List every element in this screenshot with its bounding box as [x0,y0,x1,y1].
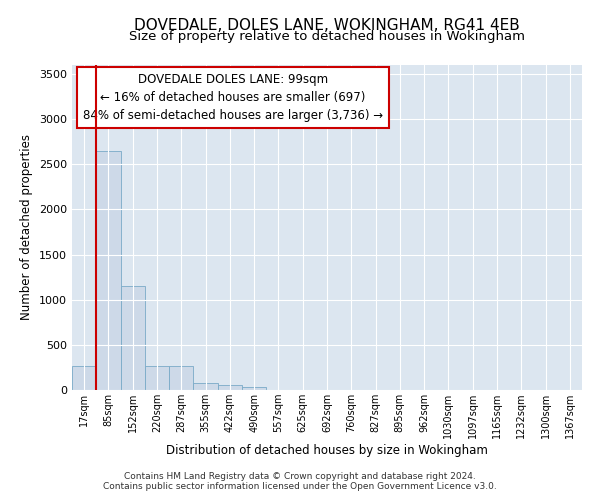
Bar [193,383,218,390]
Text: Contains public sector information licensed under the Open Government Licence v3: Contains public sector information licen… [103,482,497,491]
Text: Contains HM Land Registry data © Crown copyright and database right 2024.: Contains HM Land Registry data © Crown c… [124,472,476,481]
Y-axis label: Number of detached properties: Number of detached properties [20,134,34,320]
Text: DOVEDALE, DOLES LANE, WOKINGHAM, RG41 4EB: DOVEDALE, DOLES LANE, WOKINGHAM, RG41 4E… [134,18,520,32]
Bar [242,387,266,390]
X-axis label: Distribution of detached houses by size in Wokingham: Distribution of detached houses by size … [166,444,488,457]
Bar [145,366,169,390]
Bar [169,366,193,390]
Text: Size of property relative to detached houses in Wokingham: Size of property relative to detached ho… [129,30,525,43]
Text: DOVEDALE DOLES LANE: 99sqm
← 16% of detached houses are smaller (697)
84% of sem: DOVEDALE DOLES LANE: 99sqm ← 16% of deta… [83,73,383,122]
Bar [96,151,121,390]
Bar [72,366,96,390]
Bar [218,386,242,390]
Bar [121,286,145,390]
